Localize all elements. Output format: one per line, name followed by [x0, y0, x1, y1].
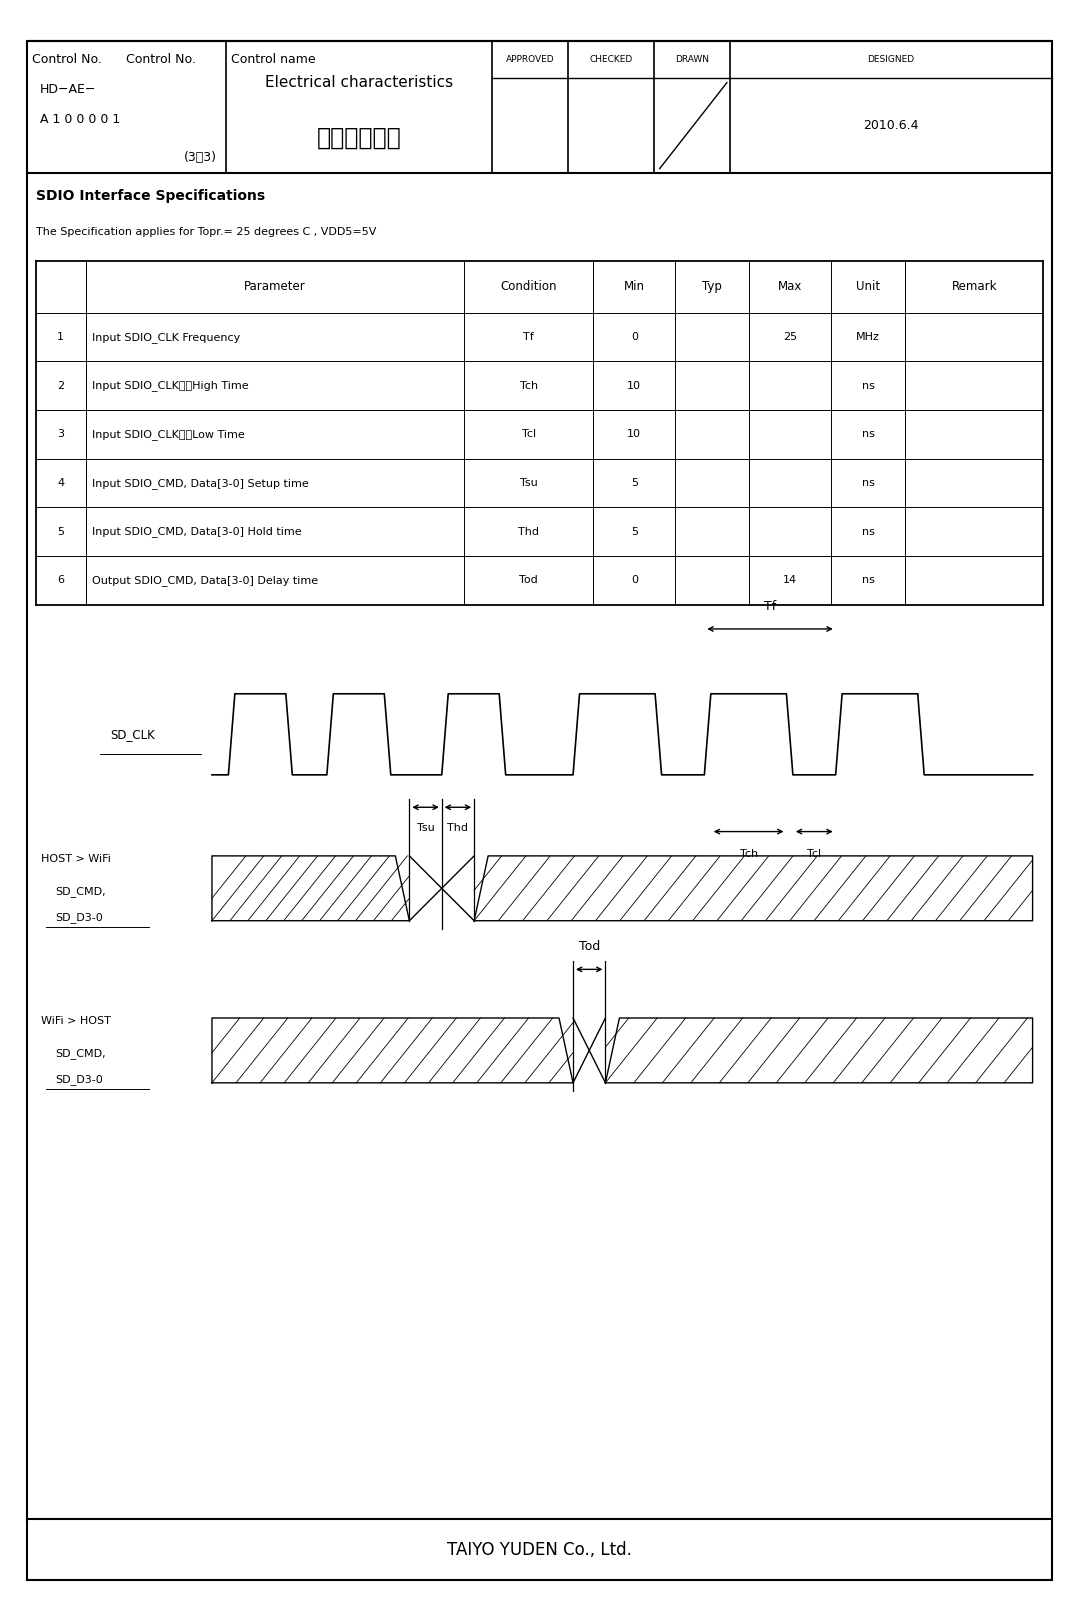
Text: Remark: Remark — [952, 280, 997, 293]
Text: Input SDIO_CLK Frequency: Input SDIO_CLK Frequency — [93, 332, 241, 342]
Text: 5: 5 — [57, 527, 65, 537]
Text: SD_CMD,: SD_CMD, — [55, 887, 106, 896]
Text: Thd: Thd — [518, 527, 540, 537]
Text: The Specification applies for Topr.= 25 degrees C , VDD5=5V: The Specification applies for Topr.= 25 … — [36, 227, 375, 237]
Text: Tod: Tod — [578, 940, 600, 953]
Text: Tf: Tf — [764, 600, 776, 613]
Text: Condition: Condition — [501, 280, 557, 293]
Text: Unit: Unit — [856, 280, 880, 293]
Text: 2010.6.4: 2010.6.4 — [863, 118, 919, 131]
Text: Input SDIO_CLK　　Low Time: Input SDIO_CLK Low Time — [93, 430, 245, 439]
Text: SD_CMD,: SD_CMD, — [55, 1049, 106, 1059]
Text: HD−AE−: HD−AE− — [40, 83, 96, 96]
Text: 0: 0 — [631, 575, 638, 585]
Text: Typ: Typ — [702, 280, 722, 293]
Text: Min: Min — [624, 280, 645, 293]
Text: APPROVED: APPROVED — [506, 55, 555, 63]
Text: Control No.: Control No. — [126, 53, 196, 66]
Text: 6: 6 — [57, 575, 65, 585]
Text: 10: 10 — [627, 430, 641, 439]
Text: Tch: Tch — [520, 381, 537, 391]
Text: Parameter: Parameter — [244, 280, 305, 293]
Text: 2: 2 — [57, 381, 65, 391]
Text: Output SDIO_CMD, Data[3-0] Delay time: Output SDIO_CMD, Data[3-0] Delay time — [93, 575, 318, 585]
Text: DESIGNED: DESIGNED — [868, 55, 915, 63]
Text: HOST > WiFi: HOST > WiFi — [41, 854, 111, 864]
Text: Tsu: Tsu — [416, 823, 435, 833]
Text: MHz: MHz — [857, 332, 880, 342]
Text: ns: ns — [862, 575, 875, 585]
Text: 5: 5 — [631, 478, 638, 488]
Text: TAIYO YUDEN Co., Ltd.: TAIYO YUDEN Co., Ltd. — [447, 1540, 632, 1559]
Text: (3／3): (3／3) — [185, 151, 217, 164]
Text: 電気的特性書: 電気的特性書 — [317, 126, 401, 149]
Text: SD_D3-0: SD_D3-0 — [55, 1075, 103, 1084]
Text: Control name: Control name — [231, 53, 316, 66]
Text: SD_D3-0: SD_D3-0 — [55, 913, 103, 922]
Text: Input SDIO_CLK　　High Time: Input SDIO_CLK High Time — [93, 381, 249, 391]
Text: SDIO Interface Specifications: SDIO Interface Specifications — [36, 190, 264, 203]
Text: WiFi > HOST: WiFi > HOST — [41, 1016, 111, 1026]
Text: 5: 5 — [631, 527, 638, 537]
Text: Tcl: Tcl — [807, 849, 821, 859]
Text: Tch: Tch — [739, 849, 757, 859]
Text: Control No.: Control No. — [32, 53, 103, 66]
Text: CHECKED: CHECKED — [589, 55, 633, 63]
Text: Input SDIO_CMD, Data[3-0] Setup time: Input SDIO_CMD, Data[3-0] Setup time — [93, 478, 310, 488]
Text: 14: 14 — [783, 575, 797, 585]
Text: 3: 3 — [57, 430, 65, 439]
Text: Tf: Tf — [523, 332, 534, 342]
Text: 4: 4 — [57, 478, 65, 488]
Text: Tcl: Tcl — [521, 430, 536, 439]
Text: Tod: Tod — [519, 575, 538, 585]
Text: Tsu: Tsu — [520, 478, 537, 488]
Text: SD_CLK: SD_CLK — [110, 728, 155, 741]
Text: ns: ns — [862, 430, 875, 439]
Text: 25: 25 — [783, 332, 797, 342]
Text: DRAWN: DRAWN — [675, 55, 709, 63]
Text: ns: ns — [862, 381, 875, 391]
Text: 10: 10 — [627, 381, 641, 391]
Text: ns: ns — [862, 527, 875, 537]
Text: Input SDIO_CMD, Data[3-0] Hold time: Input SDIO_CMD, Data[3-0] Hold time — [93, 527, 302, 537]
Text: A 1 0 0 0 0 1: A 1 0 0 0 0 1 — [40, 113, 120, 126]
Text: ns: ns — [862, 478, 875, 488]
Text: Thd: Thd — [448, 823, 468, 833]
Text: 0: 0 — [631, 332, 638, 342]
Text: Max: Max — [778, 280, 803, 293]
Text: Electrical characteristics: Electrical characteristics — [265, 75, 453, 91]
Text: 1: 1 — [57, 332, 65, 342]
